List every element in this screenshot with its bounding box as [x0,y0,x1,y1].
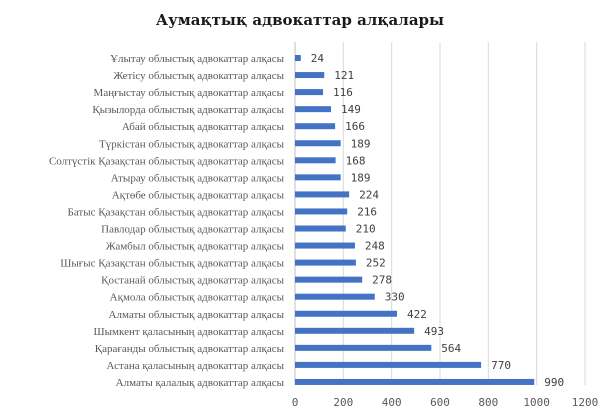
x-tick-label: 400 [382,396,402,409]
bar [295,106,332,113]
data-label: 224 [359,188,379,201]
data-label: 149 [341,103,361,116]
bar [295,344,432,351]
data-label: 166 [345,120,365,133]
data-label: 278 [372,274,392,287]
x-tick-label: 600 [430,396,450,409]
category-label: Қарағанды облыстық адвокаттар алқасы [95,343,285,355]
bar [295,242,355,249]
x-axis: 0 200 400 600 800 1000 1200 [292,42,599,409]
bar [295,89,324,96]
category-label: Қызылорда облыстық адвокаттар алқасы [92,104,284,116]
data-label: 116 [333,86,353,99]
bar [295,361,482,368]
data-label: 121 [334,69,354,82]
category-label: Қостанай облыстық адвокаттар алқасы [101,275,284,287]
category-labels: Ұлытау облыстық адвокаттар алқасы Жетісу … [49,53,285,389]
data-labels: 24 121 116 149 166 189 168 189 224 216 210 248 252 27… [311,52,564,389]
category-label: Алматы қалалық адвокаттар алқасы [116,377,285,389]
bar [295,378,535,385]
x-tick-label: 800 [478,396,498,409]
category-label: Батыс Қазақстан облыстық адвокаттар алқа… [68,206,285,218]
data-label: 422 [407,308,427,321]
data-label: 210 [356,223,376,236]
data-label: 189 [351,171,371,184]
bar [295,191,350,198]
data-label: 330 [385,291,405,304]
bar [295,293,375,300]
bar [295,174,341,181]
data-label: 564 [441,342,461,355]
category-label: Ақмола облыстық адвокаттар алқасы [110,292,285,304]
category-label: Павлодар облыстық адвокаттар алқасы [101,224,284,236]
data-label: 252 [366,257,386,270]
data-label: 216 [357,205,377,218]
category-label: Маңғыстау облыстық адвокаттар алқасы [94,87,285,99]
x-tick-label: 1000 [523,396,550,409]
data-label: 189 [351,137,371,150]
category-label: Шығыс Қазақстан облыстық адвокаттар алқа… [60,258,284,270]
chart-title: Аумақтық адвокаттар алқалары [156,11,444,29]
bar [295,276,363,283]
category-label: Солтүстік Қазақстан облыстық адвокаттар … [49,155,285,167]
data-label: 493 [424,325,444,338]
bar [295,310,397,317]
x-tick-label: 0 [292,396,299,409]
bar [295,157,336,164]
category-label: Атырау облыстық адвокаттар алқасы [111,172,285,184]
data-label: 248 [365,240,385,253]
x-tick-label: 200 [333,396,353,409]
bar [295,123,336,130]
category-label: Шымкент қаласының адвокаттар алқасы [94,326,285,338]
bars [295,55,535,385]
category-label: Ақтөбе облыстық адвокаттар алқасы [112,189,285,201]
data-label: 990 [544,376,564,389]
bar [295,140,341,147]
category-label: Түркістан облыстық адвокаттар алқасы [99,138,285,150]
data-label: 770 [491,359,511,372]
bar [295,55,301,61]
category-label: Жамбыл облыстық адвокаттар алқасы [106,241,285,253]
category-label: Алматы облыстық адвокаттар алқасы [109,309,285,321]
bar [295,327,415,334]
bar [295,259,356,266]
bar [295,225,346,232]
category-label: Абай облыстық адвокаттар алқасы [122,121,285,133]
data-label: 24 [311,52,325,65]
category-label: Астана қаласының адвокаттар алқасы [107,360,285,372]
category-label: Ұлытау облыстық адвокаттар алқасы [110,53,285,65]
bar [295,72,325,79]
data-label: 168 [346,154,366,167]
category-label: Жетісу облыстық адвокаттар алқасы [113,70,284,82]
x-tick-label: 1200 [572,396,599,409]
bar [295,208,348,215]
